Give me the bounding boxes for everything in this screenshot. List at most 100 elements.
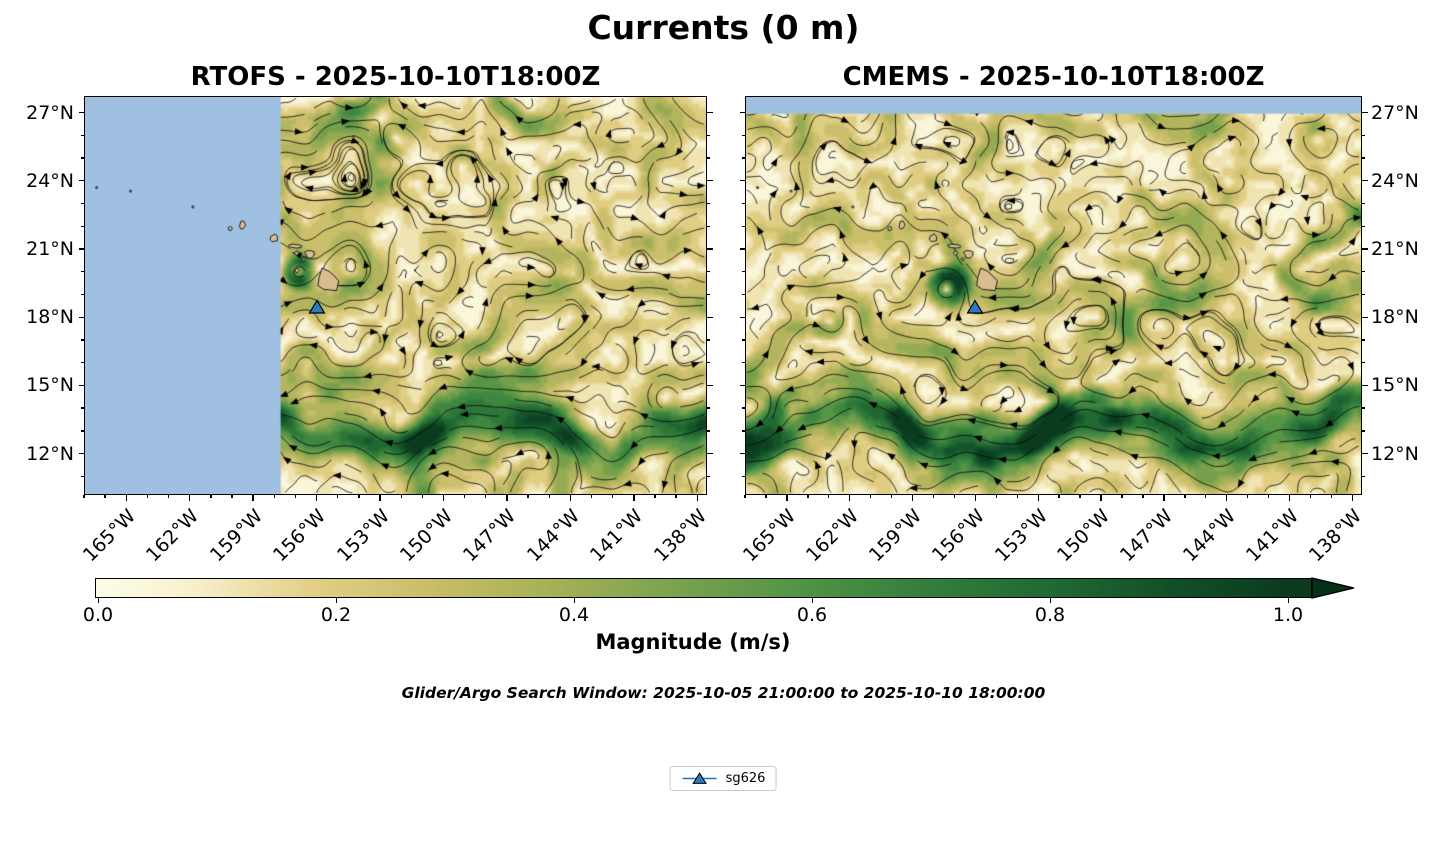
colorbar-tick: [812, 598, 814, 603]
x-axis-tick: [744, 495, 746, 498]
x-tick-label: 162°W: [142, 505, 204, 567]
y-axis-tick: [78, 452, 84, 455]
x-axis-tick: [1205, 495, 1207, 498]
y-axis-tick: [742, 225, 745, 227]
x-axis-tick: [1330, 495, 1333, 498]
x-axis-tick: [1079, 495, 1081, 498]
x-tick-label: 159°W: [864, 505, 927, 567]
rtofs-streamplot-canvas: [84, 96, 707, 495]
x-axis-tick: [252, 495, 254, 501]
y-axis-tick: [707, 452, 713, 455]
y-axis-tick: [739, 384, 745, 387]
y-axis-tick: [742, 361, 745, 364]
x-axis-tick: [1267, 495, 1270, 498]
y-axis-tick: [742, 271, 745, 273]
x-tick-label: 147°W: [459, 505, 521, 567]
search-window-note: Glider/Argo Search Window: 2025-10-05 21…: [401, 684, 1046, 702]
y-axis-tick: [742, 134, 745, 137]
x-axis-tick: [125, 495, 127, 501]
y-axis-tick: [707, 111, 713, 114]
x-axis-tick: [1142, 495, 1144, 498]
colorbar-tick: [1288, 598, 1290, 603]
x-axis-tick: [611, 495, 614, 498]
x-tick-label: 153°W: [332, 505, 394, 567]
y-axis-tick: [78, 248, 84, 250]
y-axis-tick: [81, 339, 84, 341]
y-tick-label: 12°N: [1371, 442, 1419, 465]
x-axis-tick: [273, 495, 276, 498]
x-axis-tick: [569, 495, 572, 501]
y-axis-tick: [739, 452, 745, 455]
cmems-streamplot-canvas: [745, 96, 1362, 495]
y-axis-tick: [78, 316, 84, 318]
x-tick-label: 159°W: [205, 505, 267, 567]
y-axis-tick: [707, 134, 710, 137]
y-axis-tick: [81, 134, 84, 137]
x-axis-tick: [1288, 495, 1291, 501]
x-axis-tick: [1016, 495, 1018, 498]
y-axis-tick: [739, 248, 745, 250]
y-axis-tick: [1362, 157, 1365, 159]
panel-title-cmems: CMEMS - 2025-10-10T18:00Z: [842, 62, 1265, 92]
x-axis-tick: [463, 495, 466, 498]
y-tick-label: 15°N: [1371, 374, 1419, 397]
x-axis-tick: [315, 495, 318, 501]
y-axis-tick: [742, 293, 745, 296]
x-axis-tick: [231, 495, 233, 498]
y-axis-tick: [707, 407, 710, 409]
x-axis-tick: [146, 495, 149, 498]
y-axis-tick: [707, 157, 710, 159]
x-tick-label: 165°W: [739, 505, 801, 567]
y-axis-tick: [1362, 293, 1365, 296]
y-axis-tick: [1362, 407, 1365, 409]
y-axis-tick: [707, 316, 713, 318]
x-axis-tick: [548, 495, 550, 498]
y-axis-tick: [707, 339, 710, 341]
y-axis-tick: [78, 384, 84, 387]
x-tick-label: 144°W: [522, 505, 584, 567]
x-axis-tick: [294, 495, 297, 498]
y-axis-tick: [81, 202, 84, 205]
x-axis-tick: [974, 495, 977, 501]
y-axis-tick: [1362, 452, 1368, 455]
x-axis-tick: [1184, 495, 1186, 498]
x-axis-tick: [1309, 495, 1312, 498]
cmems-panel-border: [745, 96, 1362, 495]
y-axis-tick: [707, 475, 710, 478]
x-axis-tick: [442, 495, 445, 501]
x-axis-tick: [379, 495, 381, 501]
y-tick-label: 27°N: [1371, 101, 1419, 124]
y-axis-tick: [707, 384, 713, 387]
y-axis-tick: [81, 293, 84, 296]
colorbar-tick-label: 0.2: [320, 604, 352, 626]
y-axis-tick: [1362, 316, 1368, 318]
y-axis-tick: [707, 248, 713, 250]
x-axis-tick: [1246, 495, 1249, 498]
y-tick-label: 21°N: [26, 238, 74, 260]
x-tick-label: 165°W: [78, 505, 140, 567]
x-axis-tick: [765, 495, 767, 498]
x-axis-tick: [953, 495, 956, 498]
y-axis-tick: [739, 111, 745, 114]
x-axis-tick: [932, 495, 935, 498]
x-tick-label: 150°W: [395, 505, 458, 567]
x-tick-label: 162°W: [802, 505, 864, 567]
y-tick-label: 12°N: [26, 442, 74, 465]
y-tick-label: 24°N: [26, 169, 74, 192]
colorbar-label: Magnitude (m/s): [595, 630, 791, 654]
x-axis-tick: [590, 495, 593, 498]
y-axis-tick: [1362, 180, 1368, 182]
x-tick-label: 156°W: [927, 505, 989, 567]
x-axis-tick: [1037, 495, 1039, 501]
x-axis-tick: [786, 495, 788, 501]
x-tick-label: 153°W: [990, 505, 1052, 567]
y-axis-tick: [81, 225, 84, 227]
y-axis-tick: [742, 157, 745, 159]
colorbar-tick-label: 1.0: [1272, 604, 1304, 626]
x-tick-label: 141°W: [1241, 505, 1304, 567]
x-tick-label: 147°W: [1116, 505, 1178, 567]
y-axis-tick: [739, 180, 745, 182]
y-axis-tick: [707, 225, 710, 227]
glider-sg626-marker-rtofs: [308, 299, 326, 314]
